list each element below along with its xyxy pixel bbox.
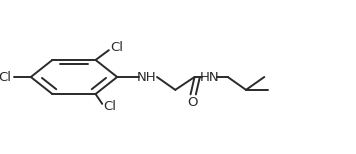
Text: Cl: Cl <box>0 71 11 83</box>
Text: Cl: Cl <box>103 100 116 113</box>
Text: Cl: Cl <box>111 41 124 54</box>
Text: NH: NH <box>137 71 157 83</box>
Text: HN: HN <box>200 71 219 83</box>
Text: O: O <box>187 96 198 109</box>
